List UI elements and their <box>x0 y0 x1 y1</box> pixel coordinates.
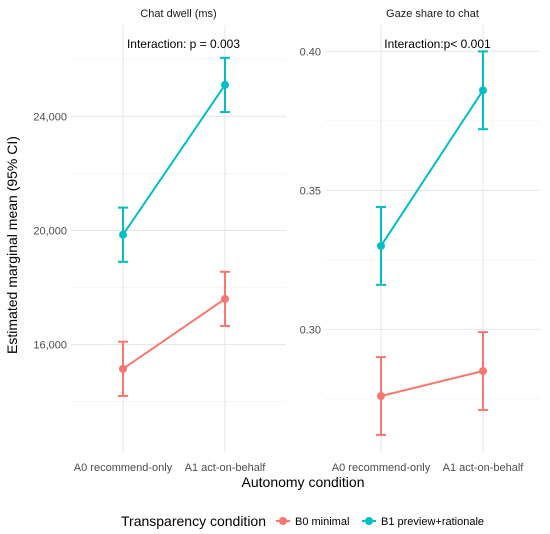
interaction-annotation: Interaction:p< 0.001 <box>384 37 491 51</box>
y-axis-label: Estimated marginal mean (95% CI) <box>4 136 20 354</box>
panels: 16,000 20,000 24,000 A0 recommend-only A1 ac… <box>33 8 540 474</box>
series-line <box>122 84 226 236</box>
series-line <box>122 298 226 370</box>
x-tick-label: A0 recommend-only <box>332 462 431 474</box>
y-tick-label: 0.40 <box>300 46 321 58</box>
legend-key-point <box>365 517 373 525</box>
legend-entry-label: B1 preview+rationale <box>381 516 484 528</box>
legend-title: Transparency condition <box>121 513 266 529</box>
series-line <box>380 89 484 247</box>
panel-2: 0.30 0.35 0.40 A0 recommend-only A1 act-on-b… <box>300 8 540 474</box>
data-point <box>119 230 127 239</box>
data-point <box>221 80 229 89</box>
data-point <box>119 364 127 373</box>
y-tick-label: 24,000 <box>33 111 67 123</box>
x-tick-label: A1 act-on-behalf <box>443 462 525 474</box>
data-point <box>377 241 385 250</box>
panel-1: 16,000 20,000 24,000 A0 recommend-only A1 ac… <box>33 8 286 474</box>
data-point <box>479 367 487 376</box>
y-tick-label: 16,000 <box>33 340 67 352</box>
y-tick-label: 0.30 <box>300 324 321 336</box>
panel-title: Gaze share to chat <box>386 8 479 20</box>
data-point <box>377 392 385 401</box>
data-point <box>479 86 487 95</box>
y-tick-label: 20,000 <box>33 225 67 237</box>
data-point <box>221 294 229 303</box>
interaction-annotation: Interaction: p = 0.003 <box>127 37 240 51</box>
legend-key-point <box>279 517 287 525</box>
series-line <box>380 370 484 397</box>
legend: Transparency condition B0 minimal B1 prev… <box>121 513 484 529</box>
legend-entry-label: B0 minimal <box>295 516 349 528</box>
x-tick-label: A1 act-on-behalf <box>185 462 267 474</box>
panel-title: Chat dwell (ms) <box>140 8 216 20</box>
x-tick-label: A0 recommend-only <box>74 462 173 474</box>
y-tick-label: 0.35 <box>300 185 321 197</box>
x-axis-label: Autonomy condition <box>242 474 365 490</box>
